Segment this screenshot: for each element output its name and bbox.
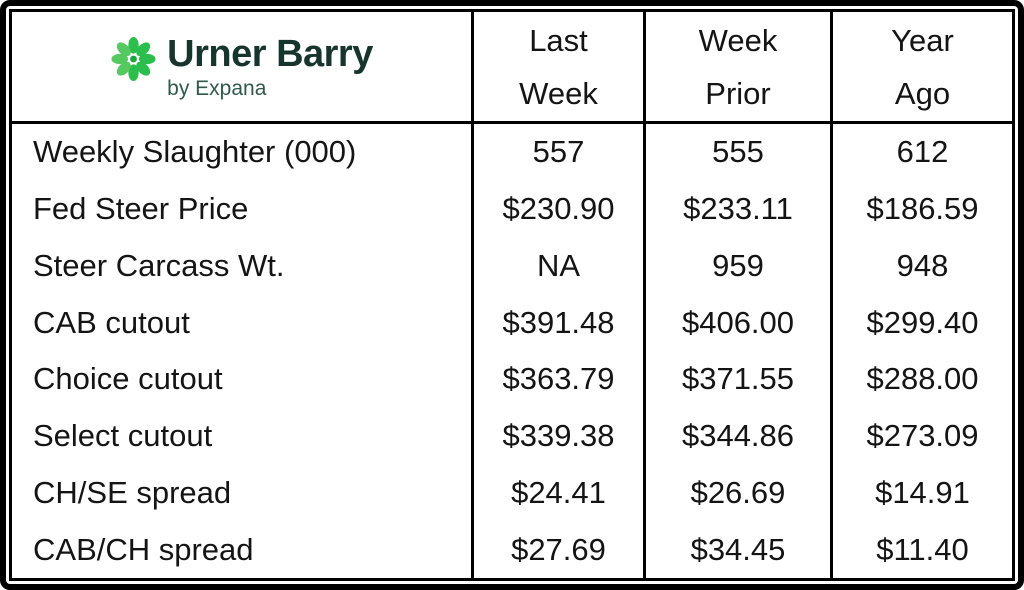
value-cell-week-prior: $26.69 (643, 464, 830, 522)
value-cell-year-ago: $299.40 (830, 294, 1012, 351)
value-cell-year-ago: $11.40 (830, 521, 1012, 578)
value-cell-week-prior: $344.86 (643, 407, 830, 465)
value-cell-year-ago: 612 (830, 124, 1012, 181)
value-cell-last-week: $27.69 (471, 521, 643, 578)
row-label: CAB cutout (33, 304, 190, 340)
row-label: Choice cutout (33, 361, 223, 397)
value-cell-week-prior: $233.11 (643, 180, 830, 238)
urner-barry-logo: Urner Barry by Expana (110, 33, 373, 101)
value-cell-last-week: $391.48 (471, 294, 643, 351)
value-cell-last-week: $230.90 (471, 180, 643, 238)
market-summary-table: Urner Barry by Expana Last Week Week Pri… (9, 9, 1015, 581)
value-cell-year-ago: $186.59 (830, 180, 1012, 238)
row-label: CH/SE spread (33, 474, 232, 510)
column-header-line: Week (698, 22, 778, 58)
row-label: Weekly Slaughter (000) (33, 134, 357, 170)
value-cell-week-prior: 555 (643, 124, 830, 181)
brand-text: Urner Barry by Expana (167, 33, 373, 101)
value-cell-week-prior: 959 (643, 237, 830, 295)
value-cell-week-prior: $34.45 (643, 521, 830, 578)
value-cell-year-ago: 948 (830, 237, 1012, 295)
value-cell-year-ago: $273.09 (830, 407, 1012, 465)
asterisk-flower-icon (111, 36, 156, 81)
row-label: Fed Steer Price (33, 191, 249, 227)
column-header-line: Week (519, 75, 598, 111)
value-cell-week-prior: $371.55 (643, 351, 830, 408)
value-cell-last-week: $339.38 (471, 407, 643, 465)
value-cell-last-week: NA (471, 237, 643, 295)
value-cell-year-ago: $14.91 (830, 464, 1012, 522)
column-header-last-week: Last Week (471, 12, 643, 124)
row-label: Steer Carcass Wt. (33, 247, 285, 283)
value-cell-year-ago: $288.00 (830, 351, 1012, 408)
column-header-line: Prior (705, 75, 771, 111)
value-cell-last-week: $363.79 (471, 351, 643, 408)
column-header-week-prior: Week Prior (643, 12, 830, 124)
value-cell-last-week: 557 (471, 124, 643, 181)
logo-cell: Urner Barry by Expana (12, 12, 471, 124)
brand-name: Urner Barry (167, 32, 373, 75)
column-header-line: Year (891, 22, 954, 58)
value-cell-week-prior: $406.00 (643, 294, 830, 351)
column-header-line: Last (529, 22, 588, 58)
column-header-line: Ago (894, 75, 951, 111)
row-label: CAB/CH spread (33, 531, 254, 567)
row-label: Select cutout (33, 418, 213, 454)
column-header-year-ago: Year Ago (830, 12, 1012, 124)
brand-tagline: by Expana (167, 76, 267, 100)
value-cell-last-week: $24.41 (471, 464, 643, 522)
